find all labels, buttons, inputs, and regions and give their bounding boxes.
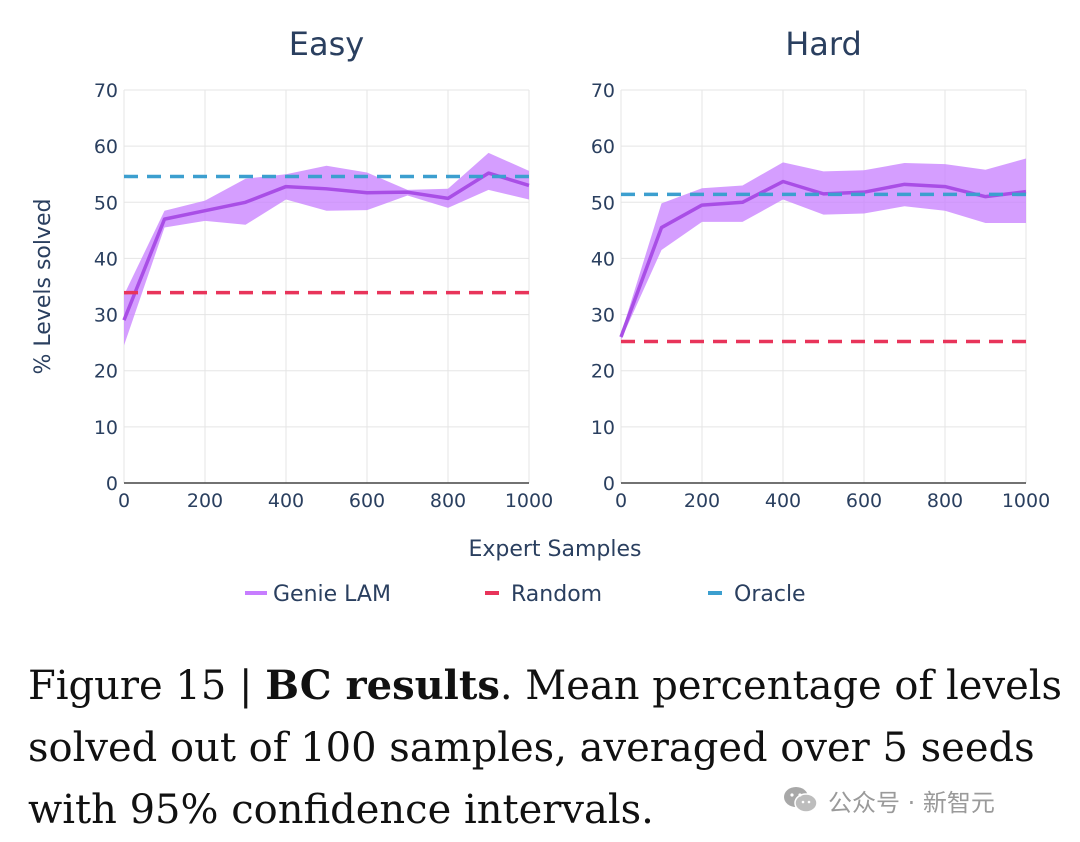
x-axis-label: Expert Samples xyxy=(468,537,641,562)
chart-title: Hard xyxy=(785,25,862,63)
x-tick-label: 400 xyxy=(765,490,801,512)
caption-text: . Mean percentage of levels solved out o… xyxy=(28,663,1063,833)
watermark-text: 公众号 · 新智元 xyxy=(828,788,995,817)
x-tick-label: 800 xyxy=(430,490,466,512)
genie-lam-line xyxy=(619,179,1027,338)
y-tick-label: 60 xyxy=(94,136,118,158)
x-tick-label: 600 xyxy=(846,490,882,512)
x-tick-label: 200 xyxy=(187,490,223,512)
y-tick-label: 60 xyxy=(591,136,615,158)
x-tick-label: 1000 xyxy=(505,490,553,512)
y-tick-label: 10 xyxy=(591,417,615,439)
chart-hard: Hard 0 10 20 30 40 50 60 70 0 200 400 600 800 1000 xyxy=(591,25,1050,512)
y-tick-label: 20 xyxy=(591,361,615,383)
y-tick-label: 50 xyxy=(94,192,118,214)
y-tick-label: 10 xyxy=(94,417,118,439)
y-tick-label: 40 xyxy=(591,248,615,270)
y-tick-label: 70 xyxy=(94,80,118,102)
x-tick-label: 200 xyxy=(684,490,720,512)
legend: Genie LAM Random Oracle xyxy=(245,582,806,607)
y-tick-label: 0 xyxy=(603,473,615,495)
y-tick-label: 20 xyxy=(94,361,118,383)
chart-title: Easy xyxy=(289,25,364,63)
confidence-band xyxy=(124,152,529,346)
y-tick-label: 30 xyxy=(591,305,615,327)
confidence-band xyxy=(621,158,1026,340)
caption-prefix: Figure 15 | xyxy=(28,663,266,709)
caption-bold: BC results xyxy=(265,662,500,709)
genie-lam-line xyxy=(122,171,530,321)
chart-easy: Easy 0 10 20 30 40 50 60 70 0 200 400 600 800 1000 % Le… xyxy=(31,25,553,512)
x-tick-label: 600 xyxy=(349,490,385,512)
wechat-icon xyxy=(784,787,818,813)
figure-caption: Figure 15 | BC results. Mean percentage … xyxy=(28,655,1068,841)
x-tick-label: 0 xyxy=(118,490,130,512)
x-tick-label: 0 xyxy=(615,490,627,512)
y-axis-label: % Levels solved xyxy=(31,199,56,375)
x-tick-label: 400 xyxy=(268,490,304,512)
y-tick-label: 40 xyxy=(94,248,118,270)
x-tick-label: 800 xyxy=(927,490,963,512)
y-tick-label: 30 xyxy=(94,305,118,327)
y-tick-label: 50 xyxy=(591,192,615,214)
legend-item-label: Oracle xyxy=(734,582,806,607)
y-tick-label: 70 xyxy=(591,80,615,102)
x-tick-label: 1000 xyxy=(1002,490,1050,512)
legend-item-label: Random xyxy=(511,582,602,607)
legend-item-label: Genie LAM xyxy=(273,582,391,607)
watermark: 公众号 · 新智元 xyxy=(782,780,995,820)
y-tick-label: 0 xyxy=(106,473,118,495)
